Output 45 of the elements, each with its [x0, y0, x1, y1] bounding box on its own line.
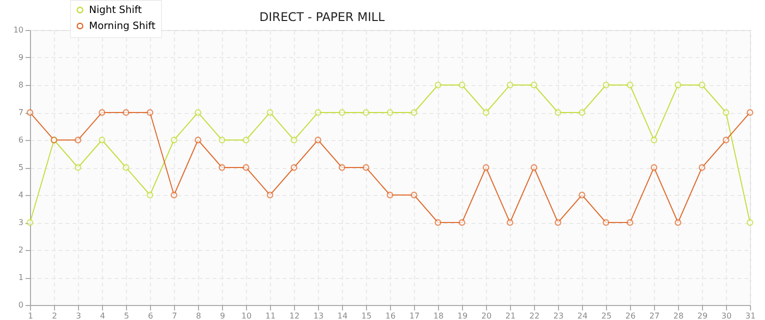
- x-tick-label: 27: [649, 312, 660, 320]
- x-tick-label: 24: [577, 312, 588, 320]
- y-tick-label: 8: [18, 80, 24, 90]
- x-tick-label: 4: [100, 312, 106, 320]
- y-tick-label: 10: [13, 26, 24, 34]
- x-tick-label: 18: [433, 312, 444, 320]
- chart-title: DIRECT - PAPER MILL: [259, 10, 385, 24]
- legend-label: Morning Shift: [89, 21, 156, 32]
- x-tick-label: 31: [745, 312, 756, 320]
- x-tick-label: 17: [409, 312, 420, 320]
- x-tick-label: 9: [220, 312, 226, 320]
- y-tick-label: 6: [18, 136, 24, 144]
- x-tick-label: 7: [172, 312, 178, 320]
- y-tick-label: 3: [18, 218, 24, 227]
- x-tick-label: 2: [52, 312, 58, 320]
- x-tick-label: 1: [28, 312, 34, 320]
- x-tick-label: 3: [76, 312, 82, 320]
- x-tick-label: 28: [673, 312, 684, 320]
- x-tick-label: 26: [625, 312, 636, 320]
- x-tick-label: 30: [721, 312, 732, 320]
- x-tick-label: 5: [124, 312, 130, 320]
- x-tick-label: 19: [457, 312, 468, 320]
- y-tick-label: 9: [18, 53, 24, 62]
- x-tick-label: 8: [196, 312, 202, 320]
- x-tick-label: 25: [601, 312, 612, 320]
- x-tick-label: 12: [289, 312, 300, 320]
- x-tick-label: 29: [697, 312, 708, 320]
- x-tick-label: 6: [148, 312, 154, 320]
- x-tick-label: 23: [553, 312, 564, 320]
- y-tick-label: 5: [18, 163, 24, 172]
- y-tick-label: 4: [18, 190, 24, 200]
- x-tick-label: 10: [241, 312, 252, 320]
- y-tick-label: 2: [18, 246, 24, 254]
- y-tick-label: 1: [18, 273, 24, 282]
- x-tick-label: 13: [313, 312, 324, 320]
- x-tick-label: 16: [385, 312, 396, 320]
- x-tick-label: 15: [361, 312, 372, 320]
- x-tick-label: 22: [529, 312, 540, 320]
- x-tick-label: 11: [265, 312, 276, 320]
- legend-label: Night Shift: [89, 5, 142, 16]
- x-tick-label: 20: [481, 312, 492, 320]
- x-tick-label: 14: [337, 312, 348, 320]
- y-tick-label: 7: [18, 108, 24, 117]
- x-tick-label: 21: [505, 312, 516, 320]
- y-tick-label: 0: [18, 300, 24, 310]
